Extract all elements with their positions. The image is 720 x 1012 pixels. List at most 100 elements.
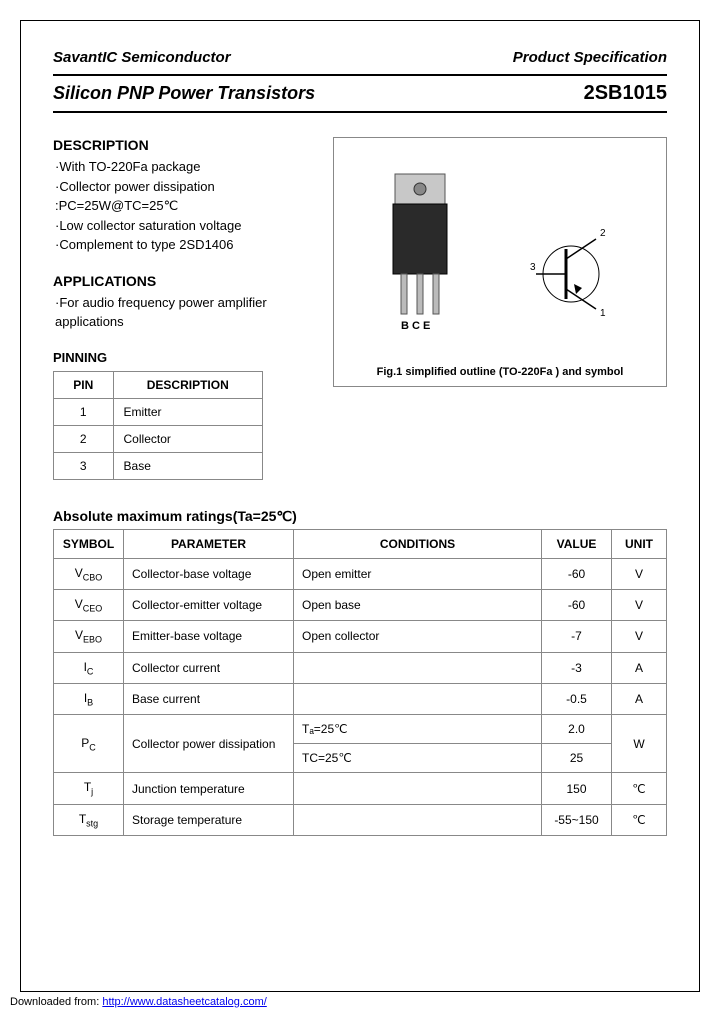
ratings-heading: Absolute maximum ratings(Ta=25℃) — [53, 508, 667, 525]
pin-desc: Collector — [113, 425, 262, 452]
applications-heading: APPLICATIONS — [53, 273, 313, 289]
col-pin: PIN — [54, 371, 114, 398]
app-item: applications — [53, 312, 313, 332]
desc-item: ·Collector power dissipation — [53, 177, 313, 197]
desc-item: ·Complement to type 2SD1406 — [53, 235, 313, 255]
table-row: Tstg Storage temperature -55~150 ℃ — [54, 804, 667, 835]
table-row: 1 Emitter — [54, 398, 263, 425]
col-value: VALUE — [542, 529, 612, 558]
table-header-row: PIN DESCRIPTION — [54, 371, 263, 398]
cell-value: -0.5 — [542, 684, 612, 715]
cell-param: Storage temperature — [124, 804, 294, 835]
cell-cond — [294, 684, 542, 715]
cell-value: -60 — [542, 558, 612, 589]
cell-symbol: VEBO — [54, 621, 124, 652]
pin-desc: Base — [113, 452, 262, 479]
part-number: 2SB1015 — [584, 82, 667, 105]
cell-unit: A — [612, 652, 667, 683]
cell-param: Junction temperature — [124, 773, 294, 804]
table-header-row: SYMBOL PARAMETER CONDITIONS VALUE UNIT — [54, 529, 667, 558]
footer-link[interactable]: http://www.datasheetcatalog.com/ — [102, 996, 266, 1008]
svg-text:B C E: B C E — [401, 320, 430, 332]
cell-cond: Open collector — [294, 621, 542, 652]
description-list: ·With TO-220Fa package ·Collector power … — [53, 157, 313, 255]
cell-value: -60 — [542, 589, 612, 620]
description-heading: DESCRIPTION — [53, 137, 313, 153]
cell-symbol: PC — [54, 715, 124, 773]
cell-unit: ℃ — [612, 804, 667, 835]
col-parameter: PARAMETER — [124, 529, 294, 558]
page-frame: SavantIC Semiconductor Product Specifica… — [20, 20, 700, 992]
cell-param: Collector current — [124, 652, 294, 683]
ratings-table: SYMBOL PARAMETER CONDITIONS VALUE UNIT V… — [53, 529, 667, 837]
cell-symbol: VCBO — [54, 558, 124, 589]
table-row: VCEO Collector-emitter voltage Open base… — [54, 589, 667, 620]
table-row: IB Base current -0.5 A — [54, 684, 667, 715]
product-family: Silicon PNP Power Transistors — [53, 83, 315, 104]
header: SavantIC Semiconductor Product Specifica… — [53, 49, 667, 66]
cell-value: -55~150 — [542, 804, 612, 835]
cell-symbol: IC — [54, 652, 124, 683]
cell-param: Collector-emitter voltage — [124, 589, 294, 620]
cell-cond: Tₐ=25℃ — [294, 715, 542, 744]
col-symbol: SYMBOL — [54, 529, 124, 558]
table-row: VCBO Collector-base voltage Open emitter… — [54, 558, 667, 589]
pinning-heading: PINNING — [53, 350, 313, 365]
col-desc: DESCRIPTION — [113, 371, 262, 398]
cell-unit: A — [612, 684, 667, 715]
left-column: DESCRIPTION ·With TO-220Fa package ·Coll… — [53, 137, 313, 480]
title-bar: Silicon PNP Power Transistors 2SB1015 — [53, 74, 667, 113]
right-column: B C E 3 2 1 Fig.1 simpl — [333, 137, 667, 387]
table-row: 3 Base — [54, 452, 263, 479]
cell-value: 150 — [542, 773, 612, 804]
cell-unit: W — [612, 715, 667, 773]
cell-value: -3 — [542, 652, 612, 683]
pin-num: 1 — [54, 398, 114, 425]
pinning-table: PIN DESCRIPTION 1 Emitter 2 Collector 3 … — [53, 371, 263, 480]
package-outline-icon: B C E — [375, 164, 465, 334]
cell-value: -7 — [542, 621, 612, 652]
cell-symbol: IB — [54, 684, 124, 715]
figure-caption: Fig.1 simplified outline (TO-220Fa ) and… — [344, 366, 656, 378]
table-row: 2 Collector — [54, 425, 263, 452]
cell-unit: V — [612, 558, 667, 589]
cell-unit: V — [612, 589, 667, 620]
table-row: IC Collector current -3 A — [54, 652, 667, 683]
col-conditions: CONDITIONS — [294, 529, 542, 558]
cell-param: Collector power dissipation — [124, 715, 294, 773]
cell-cond — [294, 773, 542, 804]
company-name: SavantIC Semiconductor — [53, 49, 231, 66]
cell-symbol: VCEO — [54, 589, 124, 620]
cell-cond — [294, 804, 542, 835]
svg-text:3: 3 — [530, 262, 536, 273]
desc-item: ·Low collector saturation voltage — [53, 216, 313, 236]
cell-cond: Open base — [294, 589, 542, 620]
cell-value: 2.0 — [542, 715, 612, 744]
footer-prefix: Downloaded from: — [10, 996, 102, 1008]
app-item: ·For audio frequency power amplifier — [53, 293, 313, 313]
pin-desc: Emitter — [113, 398, 262, 425]
cell-unit: V — [612, 621, 667, 652]
cell-symbol: Tstg — [54, 804, 124, 835]
body-columns: DESCRIPTION ·With TO-220Fa package ·Coll… — [53, 137, 667, 480]
svg-text:1: 1 — [600, 308, 606, 319]
table-row: VEBO Emitter-base voltage Open collector… — [54, 621, 667, 652]
desc-item: :PC=25W@TC=25℃ — [53, 196, 313, 216]
cell-unit: ℃ — [612, 773, 667, 804]
desc-item: ·With TO-220Fa package — [53, 157, 313, 177]
cell-cond — [294, 652, 542, 683]
pin-num: 3 — [54, 452, 114, 479]
svg-text:2: 2 — [600, 228, 606, 239]
pin-num: 2 — [54, 425, 114, 452]
footer: Downloaded from: http://www.datasheetcat… — [10, 996, 267, 1008]
applications-list: ·For audio frequency power amplifier app… — [53, 293, 313, 332]
figure-box: B C E 3 2 1 Fig.1 simpl — [333, 137, 667, 387]
cell-param: Emitter-base voltage — [124, 621, 294, 652]
transistor-symbol-icon: 3 2 1 — [526, 214, 626, 334]
cell-param: Base current — [124, 684, 294, 715]
table-row: Tj Junction temperature 150 ℃ — [54, 773, 667, 804]
cell-cond: Open emitter — [294, 558, 542, 589]
cell-param: Collector-base voltage — [124, 558, 294, 589]
cell-cond: TC=25℃ — [294, 744, 542, 773]
table-row: PC Collector power dissipation Tₐ=25℃ 2.… — [54, 715, 667, 744]
